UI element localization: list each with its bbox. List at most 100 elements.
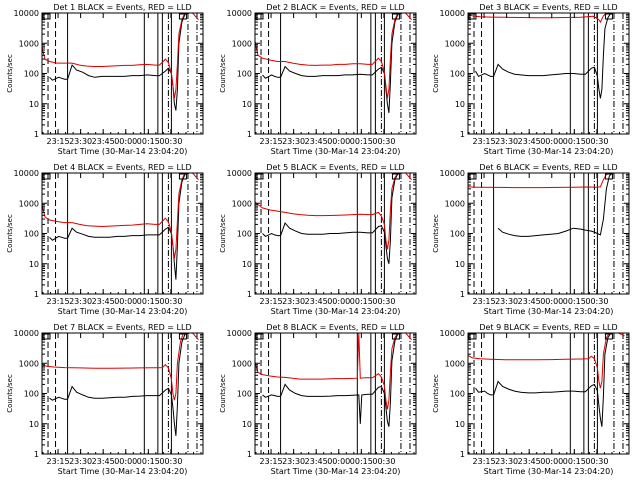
panel-det-6: 1 10 100 1000 10000 23:15 23:30 23:45 00:00 00:15…	[432, 163, 630, 316]
y-tick-label: 10000	[440, 9, 465, 18]
x-axis-label: Start Time (30-Mar-14 23:04:20)	[271, 307, 401, 316]
x-tick-label: 23:45	[305, 297, 328, 306]
y-tick-label: 1	[247, 450, 252, 459]
x-tick-label: 23:30	[282, 457, 305, 466]
x-tick-label: 00:15	[137, 297, 160, 306]
x-axis-label: Start Time (30-Mar-14 23:04:20)	[484, 307, 614, 316]
panel-det-8: 1 10 100 1000 10000 23:15 23:30 23:45 00:00 00:15…	[219, 323, 417, 476]
series-lld-line	[255, 333, 412, 410]
series-events-line	[49, 333, 197, 436]
x-tick-label: 23:30	[282, 297, 305, 306]
y-tick-label: 1000	[232, 359, 252, 368]
y-tick-label: 1000	[19, 359, 39, 368]
series-lld-line	[468, 13, 625, 24]
x-tick-label: 00:00	[540, 137, 563, 146]
series-lld-line	[255, 173, 412, 250]
y-tick-label: 10	[242, 100, 252, 109]
y-tick-label: 100	[24, 70, 39, 79]
series-lld-line	[468, 173, 625, 189]
series-events-line	[49, 173, 197, 280]
y-tick-label: 1	[34, 290, 39, 299]
plot-frame	[254, 12, 417, 135]
corner-box-left	[255, 333, 264, 340]
x-tick-label: 00:30	[372, 457, 395, 466]
y-axis-label: Counts/sec	[6, 214, 14, 253]
x-tick-label: 00:30	[159, 297, 182, 306]
panel-det-7: 1 10 100 1000 10000 23:15 23:30 23:45 00:00 00:15…	[6, 323, 204, 476]
x-tick-label: 23:15	[47, 137, 70, 146]
x-tick-label: 23:45	[305, 457, 328, 466]
y-tick-label: 10000	[227, 329, 252, 338]
corner-box-right	[391, 333, 400, 340]
y-tick-label: 100	[24, 230, 39, 239]
panel-title: Det 1 BLACK = Events, RED = LLD	[53, 3, 191, 12]
x-tick-label: 23:30	[495, 137, 518, 146]
y-axis-label: Counts/sec	[219, 214, 227, 253]
panel-title: Det 9 BLACK = Events, RED = LLD	[479, 323, 617, 332]
x-tick-label: 23:15	[260, 137, 283, 146]
x-tick-label: 00:00	[540, 297, 563, 306]
x-tick-label: 23:45	[92, 457, 115, 466]
x-tick-label: 00:30	[585, 137, 608, 146]
corner-box-left	[468, 173, 477, 180]
y-axis-label: Counts/sec	[6, 374, 14, 413]
panel-det-5: 1 10 100 1000 10000 23:15 23:30 23:45 00:00 00:15…	[219, 163, 417, 316]
corner-box-right	[391, 173, 400, 180]
x-axis-label: Start Time (30-Mar-14 23:04:20)	[271, 147, 401, 156]
x-tick-label: 23:15	[260, 457, 283, 466]
series-events-line	[475, 13, 623, 99]
x-tick-label: 00:00	[114, 457, 137, 466]
y-tick-label: 1	[34, 130, 39, 139]
x-tick-label: 00:15	[563, 137, 586, 146]
y-tick-label: 100	[237, 230, 252, 239]
corner-box-right	[178, 333, 187, 340]
corner-box-right	[178, 173, 187, 180]
x-axis-label: Start Time (30-Mar-14 23:04:20)	[58, 147, 188, 156]
panel-det-4: 1 10 100 1000 10000 23:15 23:30 23:45 00:00 00:15…	[6, 163, 204, 316]
x-tick-label: 00:15	[137, 137, 160, 146]
panel-det-2: 1 10 100 1000 10000 23:15 23:30 23:45 00:00 00:15…	[219, 3, 417, 156]
corner-box-right	[604, 173, 613, 180]
x-axis-label: Start Time (30-Mar-14 23:04:20)	[58, 307, 188, 316]
x-axis-label: Start Time (30-Mar-14 23:04:20)	[484, 147, 614, 156]
y-tick-label: 100	[24, 390, 39, 399]
y-tick-label: 10	[455, 260, 465, 269]
y-axis-label: Counts/sec	[219, 374, 227, 413]
y-tick-label: 10000	[440, 329, 465, 338]
y-tick-label: 10	[29, 420, 39, 429]
y-tick-label: 1	[247, 130, 252, 139]
y-tick-label: 100	[237, 390, 252, 399]
series-events-line	[497, 173, 623, 237]
y-axis-label: Counts/sec	[432, 54, 440, 93]
x-tick-label: 23:15	[473, 297, 496, 306]
x-tick-label: 00:15	[563, 457, 586, 466]
y-tick-label: 10000	[440, 169, 465, 178]
corner-box-right	[604, 333, 613, 340]
y-tick-label: 10	[242, 420, 252, 429]
y-tick-label: 1	[247, 290, 252, 299]
plot-frame	[41, 172, 204, 295]
series-events-line	[475, 333, 623, 427]
y-tick-label: 1000	[19, 199, 39, 208]
x-tick-label: 00:00	[540, 457, 563, 466]
y-tick-label: 10000	[227, 169, 252, 178]
x-tick-label: 23:45	[92, 297, 115, 306]
x-tick-label: 23:30	[69, 457, 92, 466]
series-lld-line	[42, 333, 199, 401]
panel-title: Det 3 BLACK = Events, RED = LLD	[479, 3, 617, 12]
x-tick-label: 23:30	[282, 137, 305, 146]
x-tick-label: 00:30	[159, 137, 182, 146]
panel-title: Det 4 BLACK = Events, RED = LLD	[53, 163, 191, 172]
y-axis-label: Counts/sec	[432, 214, 440, 253]
x-tick-label: 00:30	[585, 297, 608, 306]
corner-box-right	[391, 13, 400, 20]
panel-title: Det 8 BLACK = Events, RED = LLD	[266, 323, 404, 332]
series-events-line	[49, 13, 197, 111]
y-tick-label: 1000	[19, 39, 39, 48]
x-tick-label: 00:15	[350, 137, 373, 146]
corner-box-left	[42, 333, 51, 340]
x-tick-label: 23:15	[47, 457, 70, 466]
panel-title: Det 5 BLACK = Events, RED = LLD	[266, 163, 404, 172]
corner-box-left	[468, 13, 477, 20]
